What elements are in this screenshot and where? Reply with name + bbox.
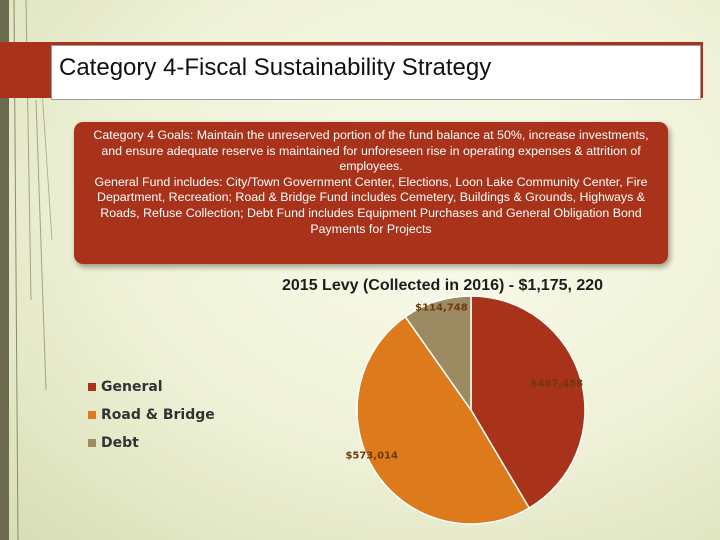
chart-legend: General Road & Bridge Debt xyxy=(88,373,215,457)
data-label-debt: $114,748 xyxy=(415,303,468,314)
legend-swatch-general xyxy=(88,383,96,391)
fund-description-text: General Fund includes: City/Town Governm… xyxy=(94,174,648,236)
legend-label-debt: Debt xyxy=(101,435,139,451)
goals-text: Category 4 Goals: Maintain the unreserve… xyxy=(93,128,649,174)
title-box: Category 4-Fiscal Sustainability Strateg… xyxy=(51,45,701,100)
legend-label-road-bridge: Road & Bridge xyxy=(101,407,215,423)
data-label-road-bridge: $573,014 xyxy=(345,450,398,461)
legend-label-general: General xyxy=(101,379,163,395)
chart-title: 2015 Levy (Collected in 2016) - $1,175, … xyxy=(282,277,604,294)
pie-slice-road-bridge xyxy=(356,315,531,525)
pie-slice-general xyxy=(470,295,586,510)
pie-slice-debt xyxy=(404,295,472,413)
legend-swatch-road-bridge xyxy=(88,411,96,419)
legend-item-general: General xyxy=(88,373,215,401)
legend-item-road-bridge: Road & Bridge xyxy=(88,401,215,429)
data-label-general: $487,458 xyxy=(531,379,584,390)
left-decorative-stripe xyxy=(0,0,9,540)
goals-box: Category 4 Goals: Maintain the unreserve… xyxy=(74,122,668,264)
legend-item-debt: Debt xyxy=(88,429,215,457)
slide-title: Category 4-Fiscal Sustainability Strateg… xyxy=(59,54,492,81)
legend-swatch-debt xyxy=(88,439,96,447)
